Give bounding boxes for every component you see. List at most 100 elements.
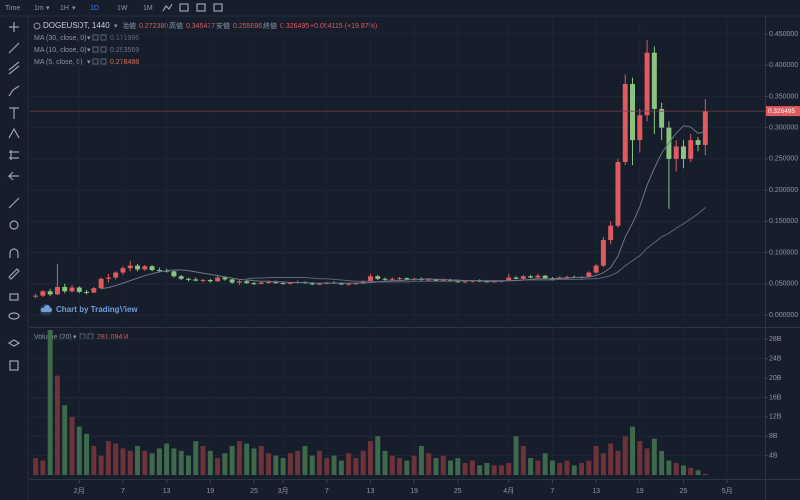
volume-bar	[651, 438, 657, 476]
candle-body	[273, 281, 279, 284]
tool-fib[interactable]	[8, 61, 20, 75]
volume-bar	[571, 465, 577, 476]
candle-body	[673, 146, 679, 159]
candle-body	[469, 280, 475, 282]
volume-bar	[455, 458, 461, 476]
y-tick-label: 0.250000	[769, 156, 798, 163]
legend-icon[interactable]	[100, 58, 107, 65]
volume-bar	[113, 443, 119, 476]
watermark: Chart by TradingView	[40, 304, 138, 316]
legend-icon[interactable]	[92, 46, 99, 53]
tool-lock[interactable]	[9, 293, 19, 301]
tool-measure[interactable]	[8, 197, 20, 209]
candle-body	[200, 280, 206, 282]
tool-text[interactable]	[9, 107, 19, 119]
toolbar-item[interactable]: 1M	[143, 5, 153, 12]
volume-bar	[251, 448, 257, 476]
volume-bar	[586, 460, 592, 476]
tool-trendline[interactable]	[8, 42, 20, 54]
volume-title: Volume (20)	[34, 334, 72, 341]
y-tick-label: 0.000000	[769, 312, 798, 319]
legend-icon[interactable]	[92, 34, 99, 41]
icon-settings[interactable]	[196, 3, 206, 12]
candle-body	[622, 83, 628, 163]
tool-layers[interactable]	[7, 339, 21, 347]
ohlc-label: 終値	[263, 21, 277, 30]
volume-bar	[33, 458, 39, 476]
candle-body	[651, 52, 657, 109]
candle-body	[702, 111, 708, 145]
tool-lock-draw[interactable]	[8, 268, 20, 280]
candle-body	[615, 162, 621, 226]
legend-icon[interactable]	[100, 46, 107, 53]
toolbar-item[interactable]: 1H	[60, 5, 69, 12]
ohlc-label: 安値	[216, 21, 230, 30]
volume-bar	[280, 458, 286, 476]
candle-body	[236, 281, 242, 283]
icon-compare[interactable]	[179, 3, 189, 12]
legend-name: MA (5, close, 0)	[34, 59, 83, 66]
toolbar-item[interactable]: 1m	[34, 5, 44, 12]
legend-icon[interactable]	[92, 58, 99, 65]
tool-zoom[interactable]	[9, 220, 19, 230]
tool-delete[interactable]	[9, 360, 19, 371]
volume-bar	[564, 460, 570, 476]
toolbar-item-active[interactable]: 1D	[90, 5, 99, 12]
tool-prediction[interactable]	[9, 150, 19, 160]
candle-body	[142, 266, 148, 270]
candle-body	[149, 266, 155, 271]
tool-brush[interactable]	[8, 85, 20, 97]
candle-body	[637, 115, 643, 141]
volume-bar	[331, 455, 337, 476]
volume-bar	[375, 436, 381, 476]
toolbar-item[interactable]: 1W	[117, 5, 128, 12]
tool-magnet[interactable]	[9, 248, 19, 258]
candle-body	[309, 283, 315, 285]
x-tick-label: 25	[680, 488, 688, 495]
tool-crosshair[interactable]	[9, 22, 19, 32]
candle-body	[54, 286, 60, 295]
candle-body	[98, 278, 104, 289]
volume-bar	[62, 405, 68, 476]
tool-pattern[interactable]	[8, 127, 20, 139]
volume-bar	[593, 445, 599, 476]
ohlc-label: 始値	[122, 21, 136, 30]
icon-indicators[interactable]	[162, 3, 173, 12]
x-tick-label: 25	[454, 488, 462, 495]
candle-body	[76, 287, 82, 292]
legend-icon[interactable]	[100, 34, 107, 41]
x-tick-label: 19	[410, 488, 418, 495]
volume-bar	[440, 455, 446, 476]
candle-body	[593, 265, 599, 273]
volume-bar	[156, 448, 162, 476]
candle-body	[317, 283, 322, 285]
volume-bar	[411, 455, 417, 476]
y-tick-label: 4B	[769, 453, 778, 460]
toolbar-item[interactable]: Time	[5, 5, 20, 12]
x-tick-label: 2月	[74, 487, 85, 495]
candle-body	[440, 280, 446, 282]
volume-bar	[528, 458, 534, 476]
volume-bar	[506, 462, 512, 476]
volume-bar	[499, 465, 504, 476]
candle-body	[105, 277, 111, 279]
volume-bar	[469, 460, 475, 476]
volume-bar	[266, 453, 272, 476]
volume-bar	[353, 458, 359, 476]
candle-body	[564, 276, 570, 278]
icon-fullscreen[interactable]	[213, 3, 223, 12]
candle-body	[229, 279, 235, 283]
candle-body	[120, 268, 126, 273]
volume-bar	[98, 455, 104, 476]
watermark-text[interactable]: Chart by TradingView	[56, 305, 138, 314]
dropdown-caret: ▾	[87, 35, 91, 42]
tool-visibility[interactable]	[8, 312, 20, 320]
x-tick-label: 19	[636, 488, 644, 495]
volume-bar	[91, 445, 97, 476]
candle-body	[84, 291, 90, 293]
x-tick-label: 13	[163, 488, 171, 495]
candle-body	[600, 240, 606, 266]
tool-back[interactable]	[7, 171, 19, 181]
